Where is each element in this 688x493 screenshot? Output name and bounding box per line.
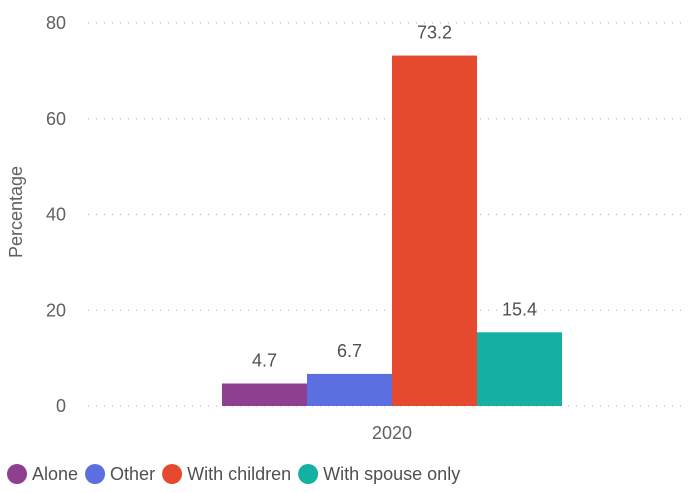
legend-marker-with-spouse-only (298, 464, 319, 484)
y-axis-title: Percentage (6, 166, 26, 258)
bar-with-children (392, 55, 477, 407)
y-tick-label: 80 (46, 13, 66, 33)
y-tick-label: 20 (46, 300, 66, 320)
legend-marker-with-children (162, 464, 183, 484)
bar-other (307, 373, 392, 406)
legend-label-alone: Alone (32, 464, 78, 484)
y-tick-label: 0 (56, 396, 66, 416)
data-label: 15.4 (502, 299, 537, 319)
legend-label-with-spouse-only: With spouse only (323, 464, 460, 484)
legend-label-with-children: With children (187, 464, 291, 484)
data-label: 4.7 (252, 350, 277, 370)
y-tick-label: 40 (46, 205, 66, 225)
data-labels: 4.7 6.7 73.2 15.4 (252, 23, 537, 371)
y-axis-ticks: 0 20 40 60 80 (46, 13, 66, 416)
y-tick-label: 60 (46, 109, 66, 129)
bar-alone (222, 383, 307, 406)
bar-with-spouse-only (477, 332, 562, 406)
bars (222, 55, 562, 407)
legend: Alone Other With children With spouse only (7, 464, 460, 484)
legend-marker-other (85, 464, 106, 484)
x-tick-label: 2020 (372, 423, 412, 443)
data-label: 6.7 (337, 341, 362, 361)
legend-marker-alone (7, 464, 27, 484)
gridlines (88, 22, 688, 407)
legend-label-other: Other (110, 464, 155, 484)
data-label: 73.2 (417, 23, 452, 43)
x-axis-ticks: 2020 (372, 423, 412, 443)
